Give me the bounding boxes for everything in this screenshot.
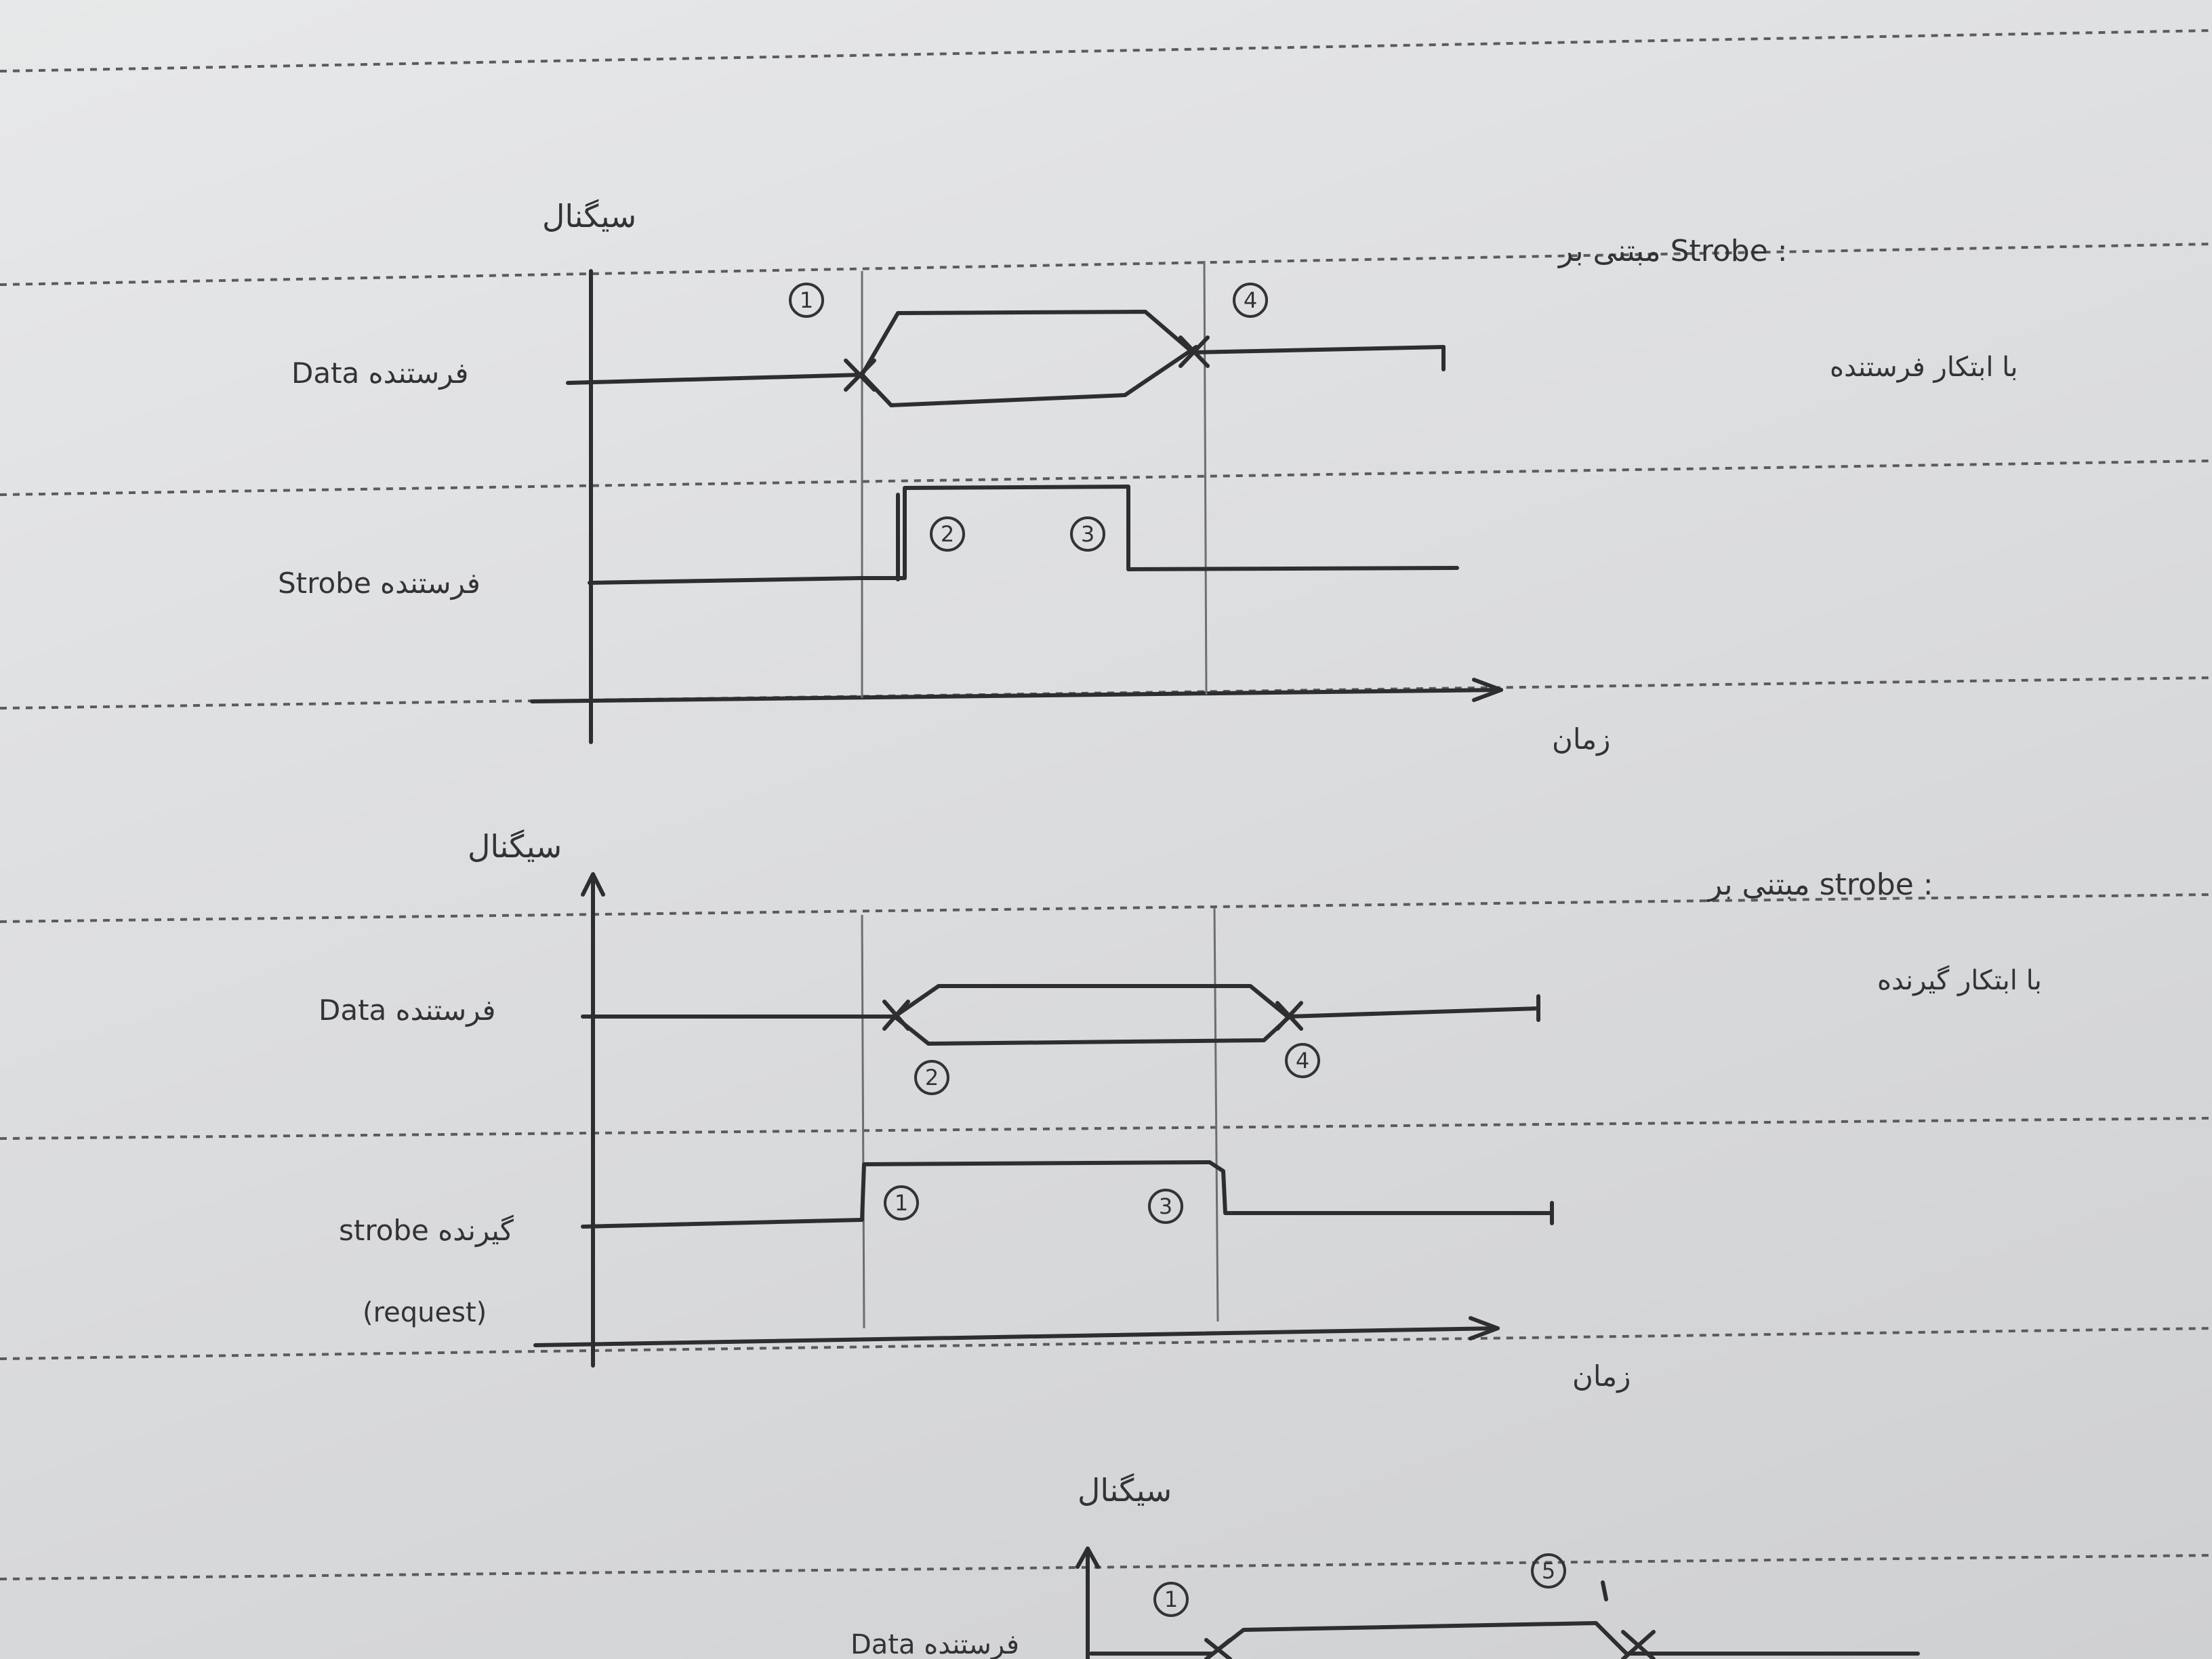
ruled-lines — [0, 29, 2212, 1580]
data-signal — [581, 984, 1540, 1046]
x-axis — [533, 1326, 1500, 1347]
svg-text:3: 3 — [1081, 521, 1094, 547]
marker: 3 — [1148, 1189, 1183, 1224]
y-axis-arrowhead — [1076, 1547, 1100, 1569]
marker: 4 — [1233, 283, 1268, 318]
svg-text:2: 2 — [925, 1065, 939, 1090]
svg-text:4: 4 — [1296, 1048, 1309, 1073]
x-axis-arrowhead — [1472, 678, 1503, 702]
x-axis-label: زمان — [1572, 1359, 1631, 1393]
y-axis-label: سیگنال — [468, 828, 562, 865]
y-axis-arrowhead — [581, 872, 605, 897]
svg-text:1: 1 — [800, 287, 813, 313]
marker: 1 — [789, 283, 824, 318]
x-axis — [530, 688, 1503, 703]
time-guide — [1203, 260, 1208, 695]
marker: 1 — [884, 1185, 919, 1221]
strobe-signal — [581, 1160, 1554, 1229]
x-axis-label: زمان — [1552, 722, 1610, 756]
marker: 1 — [1153, 1582, 1189, 1617]
data-signal — [1089, 1580, 1920, 1659]
marker: 4 — [1285, 1043, 1320, 1078]
time-guide — [861, 914, 865, 1329]
row-label-request: (request) — [363, 1297, 487, 1328]
svg-text:5: 5 — [1542, 1558, 1555, 1584]
marker: 3 — [1070, 516, 1105, 552]
svg-text:1: 1 — [895, 1190, 908, 1216]
row-label-strobe: strobe گیرنده — [339, 1214, 514, 1247]
svg-text:4: 4 — [1244, 287, 1257, 313]
timing-diagram-top: سیگنال مبتنی بر Strobe : با ابتکار فرستن… — [278, 198, 2018, 756]
timing-diagram-bottom: سیگنال Data فرستنده 1 5 — [851, 1472, 1920, 1659]
data-signal — [566, 310, 1446, 407]
time-guide — [1213, 907, 1219, 1322]
row-label-strobe: Strobe فرستنده — [278, 567, 480, 600]
svg-text:1: 1 — [1164, 1586, 1178, 1612]
y-axis-label: سیگنال — [542, 198, 636, 234]
row-label-data: Data فرستنده — [319, 994, 495, 1027]
timing-diagram-middle: سیگنال مبتنی بر strobe : با ابتکار گیرند… — [319, 828, 2042, 1393]
marker: 5 — [1531, 1553, 1566, 1589]
row-label-data: Data فرستنده — [291, 356, 468, 390]
svg-text:2: 2 — [941, 521, 954, 547]
x-axis-arrowhead — [1469, 1316, 1500, 1340]
diagram-subtitle: با ابتکار فرستنده — [1830, 352, 2018, 383]
strobe-signal — [588, 485, 1459, 585]
diagram-subtitle: با ابتکار گیرنده — [1877, 965, 2042, 996]
diagram-title: مبتنی بر Strobe : — [1557, 234, 1788, 268]
y-axis-label: سیگنال — [1078, 1472, 1172, 1509]
row-label-data: Data فرستنده — [851, 1629, 1019, 1659]
marker: 2 — [914, 1060, 949, 1095]
svg-text:3: 3 — [1159, 1193, 1172, 1219]
marker: 2 — [930, 516, 965, 552]
diagram-title: مبتنی بر strobe : — [1706, 867, 1933, 902]
